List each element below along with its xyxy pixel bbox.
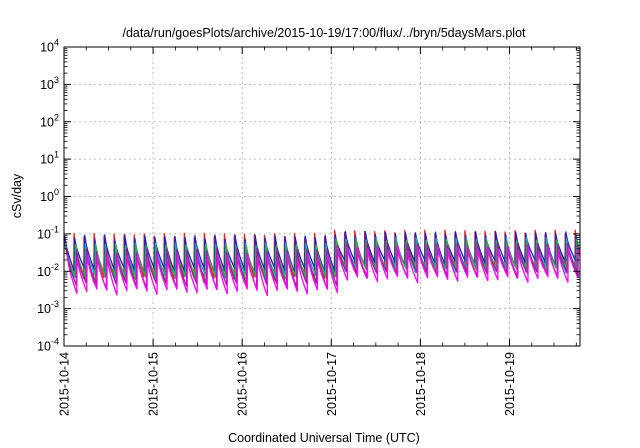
series-line <box>66 245 581 297</box>
y-axis-label: cSv/day <box>10 173 24 218</box>
axis-ticks <box>63 46 580 347</box>
x-axis-label: Coordinated Universal Time (UTC) <box>228 431 420 445</box>
chart-title: /data/run/goesPlots/archive/2015-10-19/1… <box>122 26 526 40</box>
y-tick-label: 101 <box>40 150 59 167</box>
x-tick-label: 2015-10-17 <box>325 352 339 416</box>
x-tick-label: 2015-10-15 <box>147 352 161 416</box>
x-tick-label: 2015-10-14 <box>58 352 72 416</box>
x-axis-tick-labels: 2015-10-14 2015-10-15 2015-10-16 2015-10-17… <box>58 352 517 416</box>
y-tick-label: 10-3 <box>37 299 59 316</box>
y-tick-label: 104 <box>40 38 59 55</box>
x-tick-label: 2015-10-18 <box>414 352 428 416</box>
y-axis-tick-labels: 10-4 10-3 10-2 10-1 100 101 102 103 104 <box>37 38 59 354</box>
y-tick-label: 102 <box>40 112 59 129</box>
y-tick-label: 10-2 <box>37 262 59 279</box>
x-tick-label: 2015-10-16 <box>236 352 250 416</box>
plot-series <box>63 229 581 297</box>
y-tick-label: 100 <box>40 187 59 204</box>
y-tick-label: 10-4 <box>37 337 59 354</box>
y-tick-label: 10-1 <box>37 224 59 241</box>
x-tick-label: 2015-10-19 <box>503 352 517 416</box>
y-tick-label: 103 <box>40 75 59 92</box>
